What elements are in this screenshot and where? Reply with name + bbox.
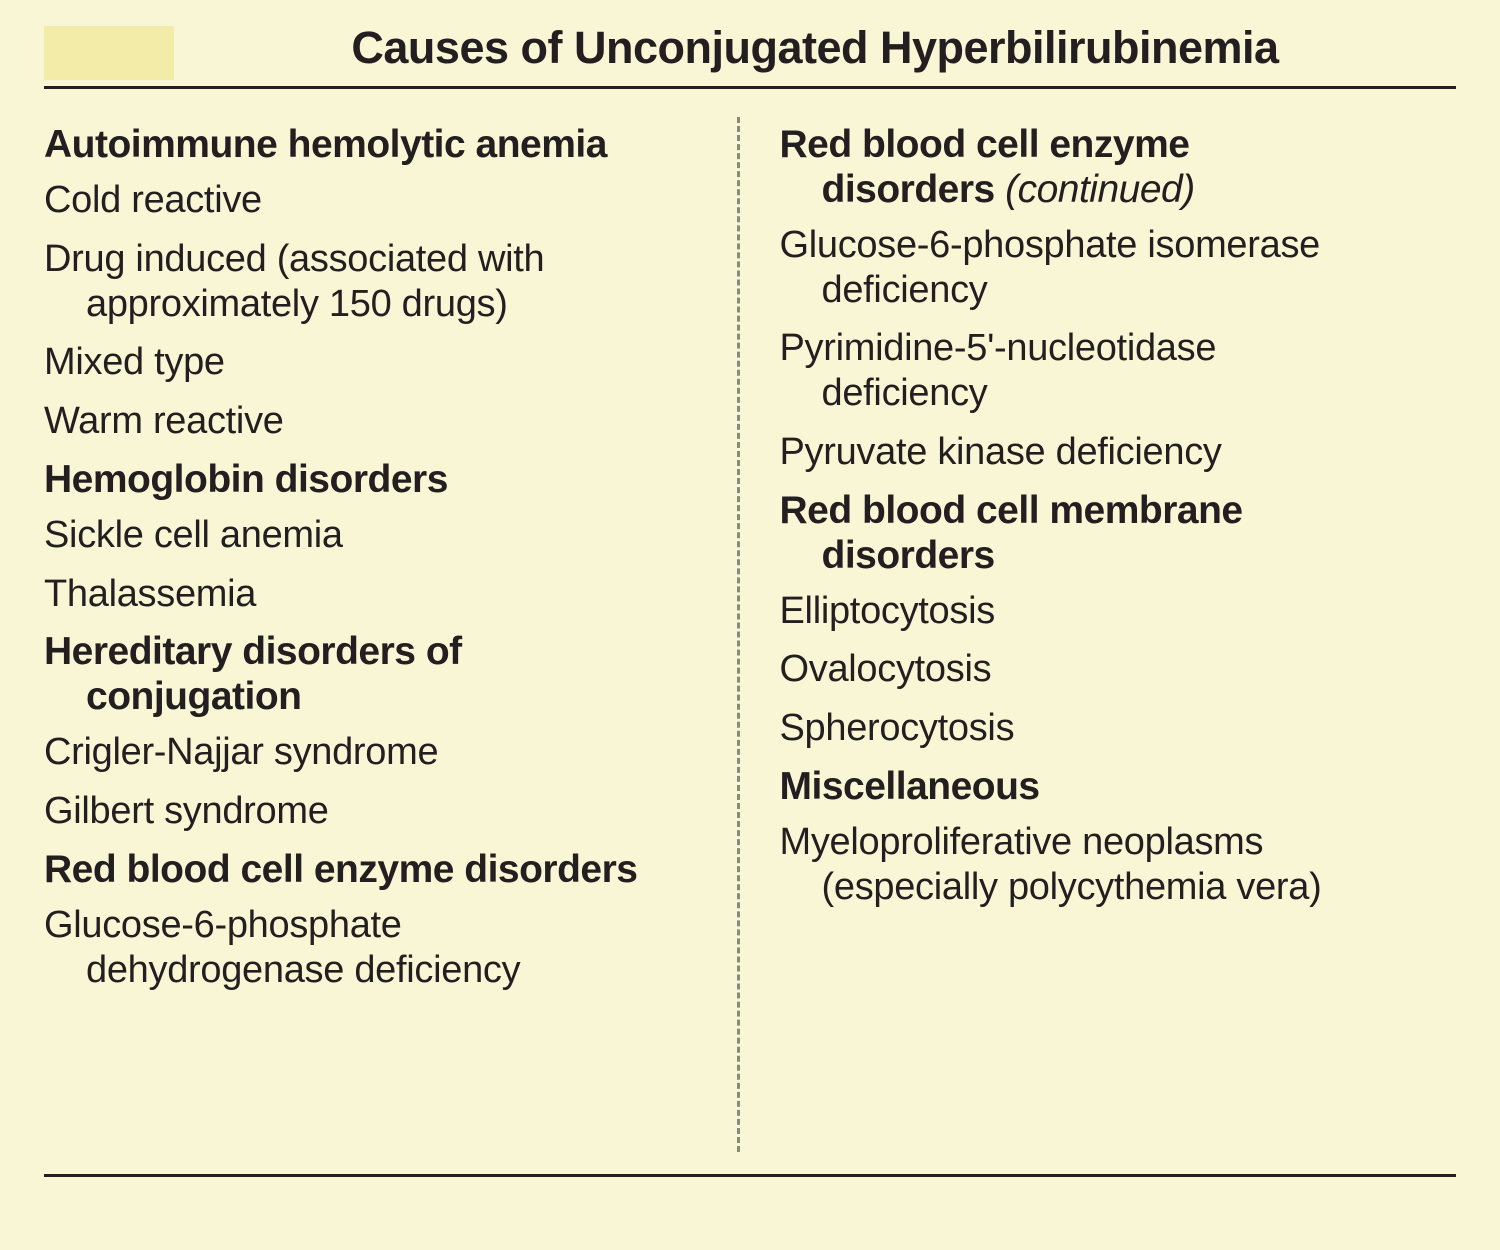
list-item: Gilbert syndrome xyxy=(44,789,709,834)
category-text: Red blood cell enzyme xyxy=(780,123,1190,166)
category-text: Red blood cell membrane xyxy=(780,489,1243,532)
category-text-cont: disorders xyxy=(780,534,1445,579)
item-text: Mixed type xyxy=(44,341,225,383)
category-text-cont-bold: disorders xyxy=(822,168,1006,211)
list-item: Glucose-6-phosphate dehydrogenase defici… xyxy=(44,903,709,993)
item-text: Thalassemia xyxy=(44,573,256,615)
item-text: Ovalocytosis xyxy=(780,648,992,690)
item-text: Glucose-6-phosphate isomerase xyxy=(780,224,1320,266)
list-item: Mixed type xyxy=(44,340,709,385)
table-title: Causes of Unconjugated Hyperbilirubinemi… xyxy=(174,22,1456,80)
column-left: Autoimmune hemolytic anemia Cold reactiv… xyxy=(44,117,737,1152)
list-item: Drug induced (associated with approximat… xyxy=(44,237,709,327)
item-text: Gilbert syndrome xyxy=(44,790,329,832)
list-item: Elliptocytosis xyxy=(780,589,1445,634)
category-text: Miscellaneous xyxy=(780,765,1040,808)
list-item: Cold reactive xyxy=(44,178,709,223)
list-item: Spherocytosis xyxy=(780,706,1445,751)
title-row: Causes of Unconjugated Hyperbilirubinemi… xyxy=(44,22,1456,80)
item-text: Pyruvate kinase deficiency xyxy=(780,431,1222,473)
category-heading: Hemoglobin disorders xyxy=(44,458,709,503)
list-item: Crigler-Najjar syndrome xyxy=(44,730,709,775)
list-item: Pyrimidine-5'-nucleotidase deficiency xyxy=(780,326,1445,416)
list-item: Sickle cell anemia xyxy=(44,513,709,558)
two-column-body: Autoimmune hemolytic anemia Cold reactiv… xyxy=(44,89,1456,1177)
title-tab-accent xyxy=(44,26,174,80)
item-text: Elliptocytosis xyxy=(780,590,995,632)
category-heading: Red blood cell enzyme disorders xyxy=(44,848,709,893)
item-text: Glucose-6-phosphate xyxy=(44,904,402,946)
category-text: Autoimmune hemolytic anemia xyxy=(44,123,607,166)
item-text-cont: deficiency xyxy=(780,268,1445,313)
continued-marker: (continued) xyxy=(1005,168,1195,211)
item-text-cont: (especially polycythemia vera) xyxy=(780,865,1445,910)
list-item: Glucose-6-phosphate isomerase deficiency xyxy=(780,223,1445,313)
item-text: Spherocytosis xyxy=(780,707,1015,749)
list-item: Myeloproliferative neoplasms (especially… xyxy=(780,820,1445,910)
category-text: Hemoglobin disorders xyxy=(44,458,448,501)
item-text: Sickle cell anemia xyxy=(44,514,343,556)
category-heading: Autoimmune hemolytic anemia xyxy=(44,123,709,168)
list-item: Warm reactive xyxy=(44,399,709,444)
item-text: Warm reactive xyxy=(44,400,284,442)
item-text: Pyrimidine-5'-nucleotidase xyxy=(780,327,1217,369)
list-item: Ovalocytosis xyxy=(780,647,1445,692)
category-text-cont: conjugation xyxy=(44,675,709,720)
category-heading: Hereditary disorders of conjugation xyxy=(44,630,709,720)
item-text-cont: dehydrogenase deficiency xyxy=(44,948,709,993)
item-text: Drug induced (associated with xyxy=(44,238,544,280)
category-heading: Red blood cell membrane disorders xyxy=(780,489,1445,579)
item-text: Myeloproliferative neoplasms xyxy=(780,821,1264,863)
item-text-cont: deficiency xyxy=(780,371,1445,416)
list-item: Thalassemia xyxy=(44,572,709,617)
column-right: Red blood cell enzyme disorders (continu… xyxy=(737,117,1457,1152)
medical-table-page: Causes of Unconjugated Hyperbilirubinemi… xyxy=(0,0,1500,1177)
list-item: Pyruvate kinase deficiency xyxy=(780,430,1445,475)
category-text: Red blood cell enzyme disorders xyxy=(44,848,638,891)
category-text: Hereditary disorders of xyxy=(44,630,462,673)
item-text-cont: approximately 150 drugs) xyxy=(44,282,709,327)
item-text: Cold reactive xyxy=(44,179,262,221)
item-text: Crigler-Najjar syndrome xyxy=(44,731,438,773)
category-heading: Red blood cell enzyme disorders (continu… xyxy=(780,123,1445,213)
category-heading: Miscellaneous xyxy=(780,765,1445,810)
category-text-cont: disorders (continued) xyxy=(780,168,1445,213)
